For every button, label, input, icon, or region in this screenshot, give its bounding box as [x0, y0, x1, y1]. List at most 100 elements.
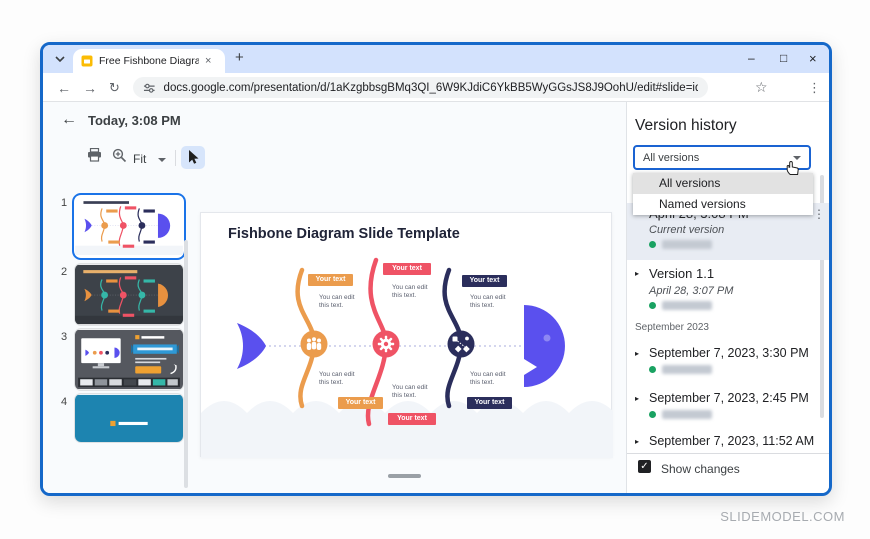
slide-number: 1 — [61, 197, 68, 209]
caption-bottom-orange: You can edit this text. — [319, 371, 355, 387]
author-color-dot — [649, 366, 656, 373]
version-entry[interactable]: September 7, 2023, 3:30 PM — [649, 346, 809, 360]
author-color-dot — [649, 302, 656, 309]
versions-filter-menu: All versions Named versions — [633, 173, 813, 215]
fish-head-shape — [524, 305, 565, 387]
hand-cursor-icon — [786, 160, 799, 175]
caption-top-navy: You can edit this text. — [470, 294, 506, 310]
fish-eye-shape — [543, 334, 551, 342]
caption-bottom-navy: You can edit this text. — [470, 371, 506, 387]
new-tab-button[interactable]: + — [235, 49, 244, 66]
slide-number: 2 — [61, 266, 68, 278]
current-version-label: Current version — [649, 224, 725, 236]
slide-thumbnail-3[interactable] — [75, 329, 183, 390]
node-navy — [447, 330, 475, 358]
panel-scrollbar[interactable] — [820, 175, 824, 418]
author-name-blurred — [662, 301, 712, 310]
version-entry-named[interactable]: Version 1.1 — [649, 266, 715, 281]
slide-thumbnail-2[interactable] — [75, 264, 183, 325]
author-name-blurred — [662, 410, 712, 419]
thumbnail-2-art — [75, 264, 183, 325]
caption-top-orange: You can edit this text. — [319, 294, 355, 310]
menu-item-all-versions[interactable]: All versions — [633, 173, 813, 194]
author-row — [649, 365, 712, 374]
browser-toolbar: ← → ↻ docs.google.com/presentation/d/1aK… — [43, 73, 829, 102]
slide-thumbnail-1[interactable] — [72, 193, 186, 260]
author-row — [649, 301, 712, 310]
chip-top-navy: Your text — [462, 275, 507, 287]
wave-footer-shape — [201, 401, 613, 458]
slide-number: 3 — [61, 331, 68, 343]
caption-bottom-red: You can edit this text. — [392, 384, 428, 400]
panel-divider — [627, 453, 829, 454]
browser-window: Free Fishbone Diagram Slide Te × + – □ ×… — [40, 42, 832, 496]
author-row — [649, 410, 712, 419]
expand-caret-icon[interactable]: ▸ — [635, 437, 640, 446]
browser-menu-icon[interactable]: ⋮ — [808, 80, 821, 95]
expand-caret-icon[interactable]: ▸ — [635, 394, 640, 403]
close-window-button[interactable]: × — [809, 51, 817, 66]
bookmark-star-icon[interactable]: ☆ — [755, 79, 768, 95]
horizontal-scrollbar[interactable] — [388, 474, 421, 478]
expand-caret-icon[interactable]: ▸ — [635, 269, 640, 278]
main-area: ← Today, 3:08 PM Fit 1 — [43, 102, 626, 493]
caption-top-red: You can edit this text. — [392, 284, 428, 300]
show-changes-checkbox[interactable]: ✓ — [638, 460, 651, 473]
version-entry[interactable]: September 7, 2023, 11:52 AM — [649, 434, 815, 448]
people-icon — [306, 337, 322, 350]
print-icon[interactable] — [87, 148, 102, 162]
thumbnail-1-art — [75, 196, 183, 255]
version-entry[interactable]: September 7, 2023, 2:45 PM — [649, 391, 809, 405]
chip-top-red: Your text — [383, 263, 431, 275]
tab-close-icon[interactable]: × — [205, 55, 212, 67]
slide-title: Fishbone Diagram Slide Template — [228, 226, 460, 242]
slide-thumbnail-4[interactable] — [75, 394, 183, 442]
fit-caret-icon[interactable] — [158, 158, 166, 162]
zoom-icon[interactable] — [112, 148, 127, 163]
slide-canvas: Fishbone Diagram Slide Template — [200, 212, 613, 458]
reload-icon[interactable]: ↻ — [109, 80, 120, 95]
versions-filter-dropdown[interactable]: All versions — [633, 145, 811, 170]
filmstrip-scrollbar[interactable] — [184, 240, 188, 488]
author-color-dot — [649, 241, 656, 248]
tab-search-button[interactable] — [51, 50, 69, 68]
chip-top-orange: Your text — [308, 274, 353, 286]
month-section-label: September 2023 — [635, 322, 709, 333]
back-icon[interactable]: ← — [57, 80, 71, 96]
active-tab[interactable]: Free Fishbone Diagram Slide Te × — [73, 49, 225, 73]
fish-tail-shape — [237, 323, 266, 369]
slides-favicon-icon — [81, 55, 93, 67]
gear-icon — [377, 335, 395, 353]
maximize-button[interactable]: □ — [780, 51, 788, 65]
slide-number: 4 — [61, 396, 68, 408]
author-name-blurred — [662, 240, 712, 249]
site-info-icon[interactable] — [143, 82, 156, 94]
menu-item-named-versions[interactable]: Named versions — [659, 197, 746, 211]
select-tool-button[interactable] — [181, 146, 205, 169]
minimize-button[interactable]: – — [748, 51, 755, 65]
forward-icon[interactable]: → — [83, 80, 97, 96]
version-entry-date: April 28, 3:07 PM — [649, 285, 734, 297]
chip-bottom-red: Your text — [388, 413, 436, 425]
author-color-dot — [649, 411, 656, 418]
chevron-down-icon — [55, 56, 65, 62]
version-timestamp-title: Today, 3:08 PM — [88, 113, 181, 128]
version-more-icon[interactable]: ⋮ — [813, 207, 825, 221]
thumbnail-4-art — [75, 394, 183, 442]
author-name-blurred — [662, 365, 712, 374]
expand-caret-icon[interactable]: ▸ — [635, 349, 640, 358]
tab-title: Free Fishbone Diagram Slide Te — [99, 55, 199, 67]
exit-version-history-back-icon[interactable]: ← — [61, 111, 77, 128]
flowchart-icon — [452, 336, 470, 353]
dropdown-value: All versions — [643, 151, 700, 164]
fit-zoom-select[interactable]: Fit — [133, 152, 147, 166]
dropdown-caret-icon — [793, 155, 801, 160]
toolbar-divider — [175, 150, 176, 166]
chip-bottom-navy: Your text — [467, 397, 512, 409]
thumbnail-3-art — [75, 329, 183, 390]
fish-mouth-shape — [524, 359, 537, 375]
address-bar[interactable]: docs.google.com/presentation/d/1aKzgbbsg… — [133, 77, 708, 98]
fishbone-diagram-art — [201, 257, 613, 458]
version-history-panel: Version history All versions All version… — [626, 102, 829, 493]
panel-title: Version history — [635, 117, 737, 134]
